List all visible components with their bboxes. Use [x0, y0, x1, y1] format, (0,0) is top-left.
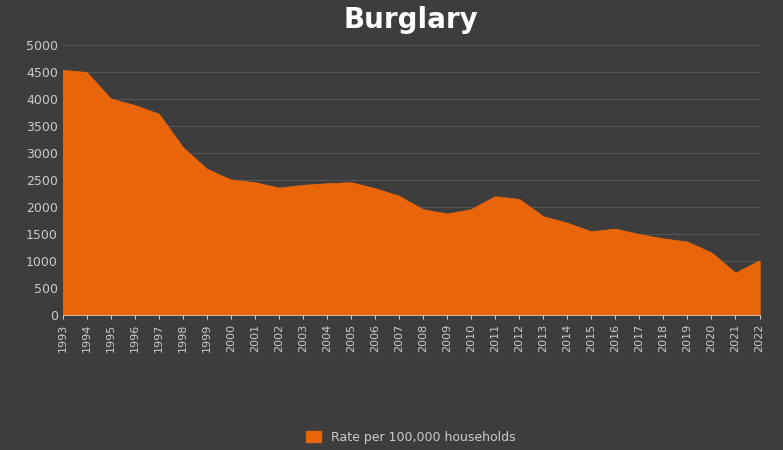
Legend: Rate per 100,000 households: Rate per 100,000 households: [301, 426, 521, 449]
Title: Burglary: Burglary: [344, 6, 478, 34]
